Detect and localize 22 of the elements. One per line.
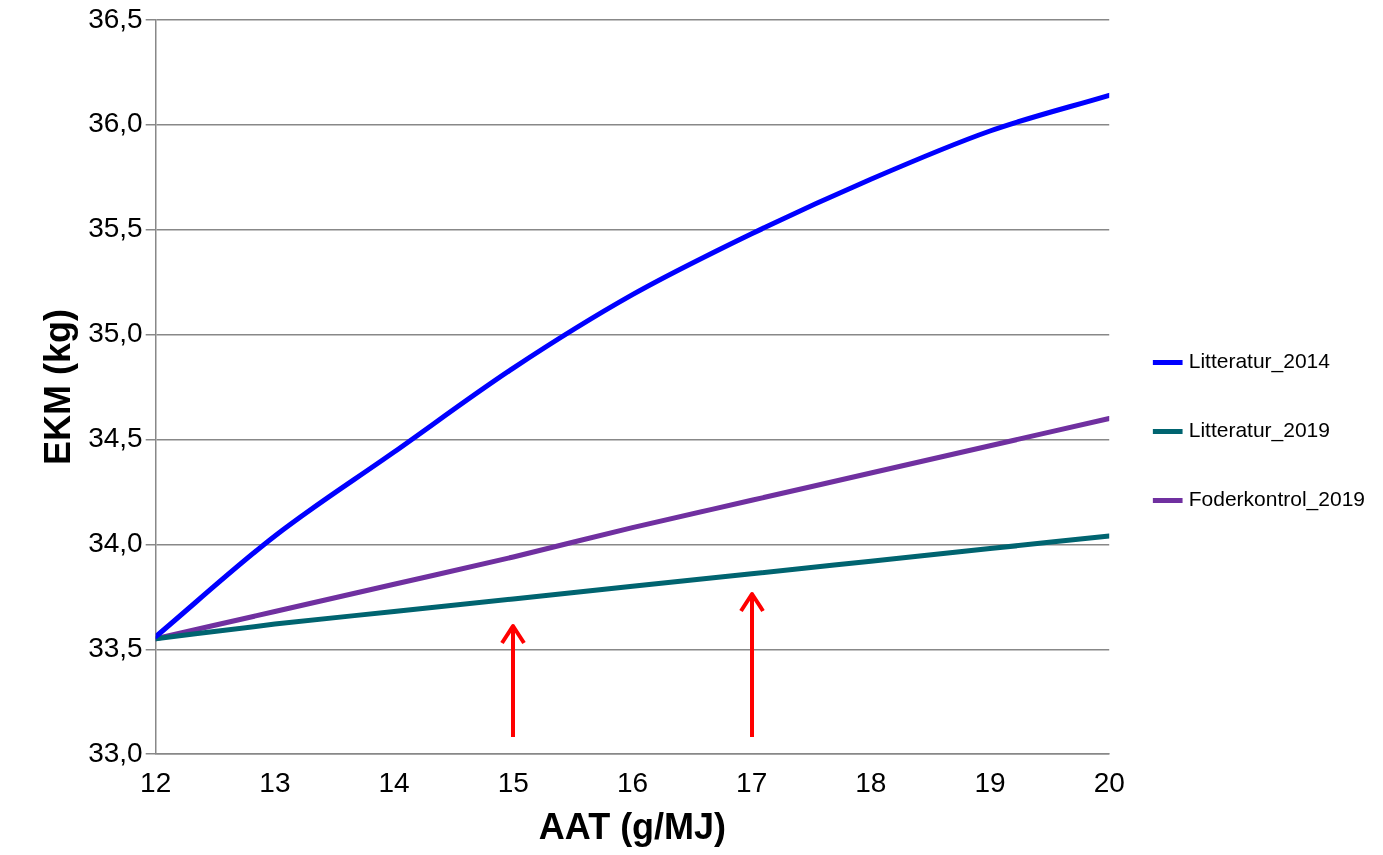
x-tick-label: 12 [140,766,172,798]
y-tick-label: 34,5 [88,422,143,454]
legend-label: Litteratur_2014 [1188,349,1331,374]
y-tick-label: 33,0 [88,736,143,768]
y-tick-label: 36,5 [88,2,143,34]
y-tick-label: 35,5 [88,212,143,244]
x-axis-title: AAT (g/MJ) [538,806,727,848]
y-tick-label: 35,0 [88,317,143,349]
x-tick-label: 15 [497,766,529,798]
y-tick-label: 33,5 [88,632,143,663]
legend-label: Litteratur_2019 [1188,418,1330,443]
x-tick-label: 20 [1093,766,1125,798]
y-tick-label: 36,0 [88,107,143,139]
x-tick-label: 17 [736,766,768,798]
x-tick-label: 13 [259,766,291,798]
x-tick-label: 16 [616,766,649,798]
x-tick-label: 19 [974,766,1006,798]
x-tick-label: 14 [378,766,410,798]
x-tick-label: 18 [855,766,887,798]
legend-label: Foderkontrol_2019 [1188,487,1366,512]
y-tick-label: 34,0 [88,527,143,559]
y-axis-title: EKM (kg) [36,309,78,465]
